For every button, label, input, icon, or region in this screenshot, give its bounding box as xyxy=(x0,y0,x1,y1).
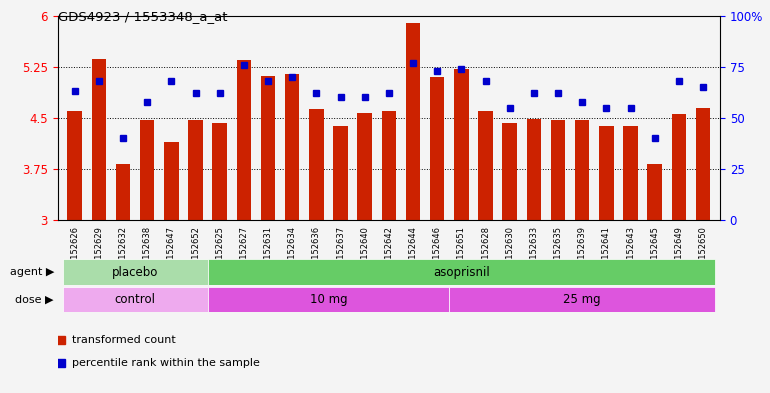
Bar xyxy=(62,287,208,312)
Text: percentile rank within the sample: percentile rank within the sample xyxy=(72,358,260,368)
Bar xyxy=(68,111,82,220)
Bar xyxy=(116,164,130,220)
Bar xyxy=(503,123,517,220)
Text: asoprisnil: asoprisnil xyxy=(433,266,490,279)
Bar xyxy=(406,22,420,220)
Text: control: control xyxy=(115,293,156,306)
Bar xyxy=(285,73,300,220)
Bar xyxy=(188,120,203,220)
Bar xyxy=(551,120,565,220)
Bar xyxy=(671,114,686,220)
Bar xyxy=(575,120,590,220)
Bar xyxy=(478,111,493,220)
Bar xyxy=(449,287,715,312)
Bar xyxy=(527,119,541,220)
Text: 25 mg: 25 mg xyxy=(564,293,601,306)
Text: GDS4923 / 1553348_a_at: GDS4923 / 1553348_a_at xyxy=(58,10,227,23)
Bar xyxy=(261,76,275,220)
Bar xyxy=(208,287,449,312)
Text: placebo: placebo xyxy=(112,266,159,279)
Bar xyxy=(454,69,469,220)
Bar xyxy=(213,123,227,220)
Bar xyxy=(208,259,715,285)
Text: transformed count: transformed count xyxy=(72,336,176,345)
Bar xyxy=(648,164,662,220)
Text: agent ▶: agent ▶ xyxy=(9,267,54,277)
Text: dose ▶: dose ▶ xyxy=(15,295,54,305)
Bar xyxy=(623,126,638,220)
Bar xyxy=(430,77,444,220)
Bar xyxy=(236,60,251,220)
Bar xyxy=(599,126,614,220)
Bar xyxy=(164,142,179,220)
Bar xyxy=(62,259,208,285)
Bar xyxy=(140,120,155,220)
Text: 10 mg: 10 mg xyxy=(310,293,347,306)
Bar xyxy=(333,126,348,220)
Bar xyxy=(696,108,710,220)
Bar xyxy=(382,111,396,220)
Bar xyxy=(92,59,106,220)
Bar xyxy=(309,109,323,220)
Bar xyxy=(357,113,372,220)
